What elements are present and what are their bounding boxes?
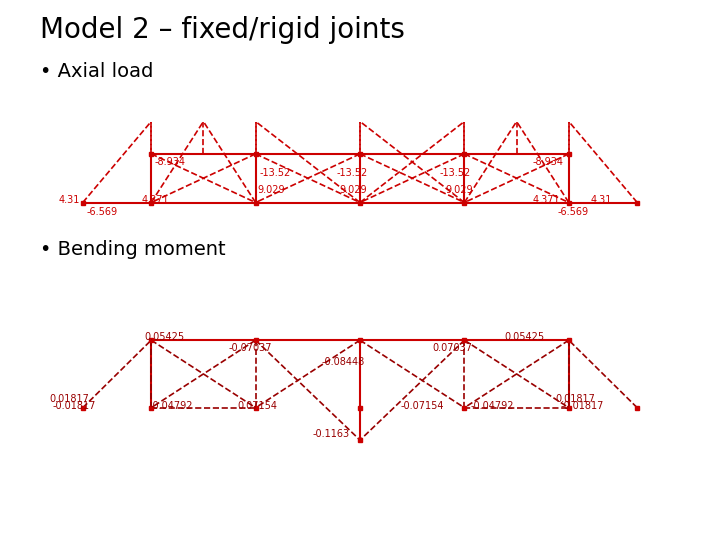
Text: -0.07154: -0.07154 [400, 401, 444, 411]
Text: -13.52: -13.52 [439, 168, 470, 178]
Text: • Bending moment: • Bending moment [40, 240, 225, 259]
Text: -0.04792: -0.04792 [471, 401, 514, 411]
Text: 4.31: 4.31 [59, 195, 81, 205]
Text: 9.029: 9.029 [445, 185, 472, 195]
Text: 0.01817: 0.01817 [556, 394, 595, 403]
Text: 9.029: 9.029 [258, 185, 285, 195]
Text: 0.07037: 0.07037 [433, 343, 473, 353]
Text: 4.371: 4.371 [141, 195, 168, 205]
Text: -0.01817: -0.01817 [560, 401, 603, 411]
Text: Model 2 – fixed/rigid joints: Model 2 – fixed/rigid joints [40, 16, 405, 44]
Text: 0.05425: 0.05425 [504, 333, 544, 342]
Text: -0.08448: -0.08448 [321, 357, 364, 367]
Text: -6.569: -6.569 [86, 207, 117, 217]
Text: -8.934: -8.934 [533, 157, 564, 167]
Text: 4.31: 4.31 [590, 195, 612, 205]
Text: -6.569: -6.569 [558, 207, 589, 217]
Text: -8.934: -8.934 [155, 157, 186, 167]
Text: 0.07154: 0.07154 [238, 401, 278, 411]
Text: -0.01817: -0.01817 [53, 401, 96, 411]
Text: -0.07037: -0.07037 [229, 343, 272, 353]
Text: -0.04792: -0.04792 [150, 401, 193, 411]
Text: 0.05425: 0.05425 [144, 333, 184, 342]
Text: 9.029: 9.029 [340, 185, 367, 195]
Text: 4.371: 4.371 [533, 195, 560, 205]
Text: -13.52: -13.52 [259, 168, 290, 178]
Text: -13.52: -13.52 [337, 168, 368, 178]
Text: 0.01817: 0.01817 [49, 394, 89, 403]
Text: • Axial load: • Axial load [40, 62, 153, 81]
Text: -0.1163: -0.1163 [312, 429, 350, 439]
